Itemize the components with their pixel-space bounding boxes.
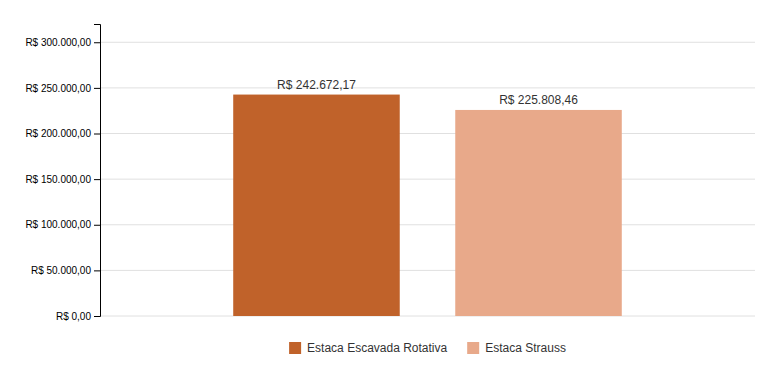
y-tick-label: R$ 150.000,00 bbox=[25, 174, 91, 185]
legend-label: Estaca Strauss bbox=[485, 341, 566, 355]
y-tick-label: R$ 250.000,00 bbox=[25, 83, 91, 94]
data-label: R$ 225.808,46 bbox=[499, 93, 578, 107]
y-tick-label: R$ 300.000,00 bbox=[25, 37, 91, 48]
legend-label: Estaca Escavada Rotativa bbox=[307, 341, 447, 355]
y-tick: R$ 0,00 bbox=[56, 311, 100, 322]
y-tick-mark bbox=[94, 134, 100, 135]
legend-swatch bbox=[467, 342, 479, 354]
y-tick-label: R$ 50.000,00 bbox=[31, 265, 91, 276]
legend-item: Estaca Strauss bbox=[467, 341, 566, 355]
grid-line bbox=[100, 179, 755, 180]
legend: Estaca Escavada Rotativa Estaca Strauss bbox=[289, 341, 566, 355]
y-tick-mark bbox=[94, 270, 100, 271]
grid-line bbox=[100, 270, 755, 271]
grid-line bbox=[100, 133, 755, 134]
y-tick-label: R$ 0,00 bbox=[56, 311, 91, 322]
y-tick-mark bbox=[94, 316, 100, 317]
y-tick: R$ 100.000,00 bbox=[25, 219, 100, 230]
bars bbox=[233, 95, 622, 316]
bar bbox=[233, 95, 400, 316]
y-tick-label: R$ 200.000,00 bbox=[25, 128, 91, 139]
y-tick: R$ 250.000,00 bbox=[25, 83, 100, 94]
chart-container: R$ 0,00 R$ 50.000,00 R$ 100.000,00 R$ 150.0… bbox=[0, 0, 779, 372]
y-tick-mark bbox=[94, 179, 100, 180]
data-labels: R$ 242.672,17 R$ 225.808,46 bbox=[277, 78, 578, 107]
grid-line bbox=[100, 87, 755, 88]
bar bbox=[455, 110, 622, 316]
y-tick: R$ 200.000,00 bbox=[25, 128, 100, 139]
y-tick-mark bbox=[94, 88, 100, 89]
y-axis-line bbox=[94, 25, 101, 317]
grid bbox=[100, 42, 755, 316]
plot-area: R$ 0,00 R$ 50.000,00 R$ 100.000,00 R$ 150.0… bbox=[25, 25, 755, 322]
grid-line bbox=[100, 316, 755, 317]
y-tick: R$ 150.000,00 bbox=[25, 174, 100, 185]
grid-line bbox=[100, 224, 755, 225]
data-label: R$ 242.672,17 bbox=[277, 78, 356, 92]
grid-line bbox=[100, 42, 755, 43]
legend-swatch bbox=[289, 342, 301, 354]
y-tick-mark bbox=[94, 42, 100, 43]
y-tick: R$ 300.000,00 bbox=[25, 37, 100, 48]
y-tick-label: R$ 100.000,00 bbox=[25, 219, 91, 230]
y-axis: R$ 0,00 R$ 50.000,00 R$ 100.000,00 R$ 150.0… bbox=[25, 25, 100, 322]
legend-item: Estaca Escavada Rotativa bbox=[289, 341, 447, 355]
chart-svg: R$ 0,00 R$ 50.000,00 R$ 100.000,00 R$ 150.0… bbox=[0, 0, 779, 372]
y-tick-mark bbox=[94, 225, 100, 226]
y-tick: R$ 50.000,00 bbox=[31, 265, 100, 276]
